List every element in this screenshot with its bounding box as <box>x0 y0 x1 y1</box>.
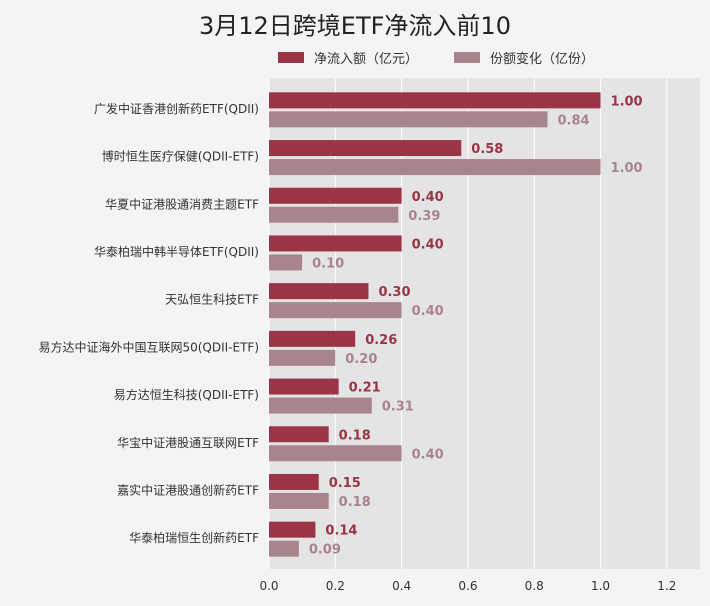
bar-net-inflow <box>269 140 462 157</box>
value-labels: 1.000.840.581.000.400.390.400.100.300.40… <box>309 94 643 557</box>
value-label-share-change: 0.10 <box>312 256 344 271</box>
x-tick-label: 1.2 <box>657 579 676 593</box>
bar-net-inflow <box>269 92 601 109</box>
value-label-net-inflow: 0.15 <box>329 476 361 491</box>
value-label-share-change: 0.20 <box>345 352 377 367</box>
bar-net-inflow <box>269 378 339 395</box>
bar-net-inflow <box>269 283 369 300</box>
bar-share-change <box>269 540 299 557</box>
category-label: 易方达恒生科技(QDII-ETF) <box>114 387 259 402</box>
value-label-share-change: 0.09 <box>309 543 341 558</box>
value-label-net-inflow: 0.18 <box>339 428 371 443</box>
category-label: 华夏中证港股通消费主题ETF <box>105 196 259 211</box>
value-label-net-inflow: 1.00 <box>611 94 643 109</box>
value-label-share-change: 0.39 <box>408 209 440 224</box>
bar-net-inflow <box>269 473 319 490</box>
value-label-share-change: 0.40 <box>412 304 444 319</box>
x-tick-label: 0.8 <box>525 579 544 593</box>
legend-item-share-change: 份额变化（亿份） <box>454 48 594 67</box>
bar-net-inflow <box>269 426 329 443</box>
chart-title: 3月12日跨境ETF净流入前10 <box>199 12 511 40</box>
value-label-net-inflow: 0.26 <box>365 333 397 348</box>
bar-share-change <box>269 111 548 128</box>
bars <box>269 92 601 557</box>
bar-net-inflow <box>269 235 402 252</box>
category-label: 天弘恒生科技ETF <box>165 293 259 307</box>
bar-share-change <box>269 445 402 462</box>
category-label: 易方达中证海外中国互联网50(QDII-ETF) <box>38 339 259 354</box>
legend-swatch-share-change <box>454 51 481 63</box>
bar-net-inflow <box>269 187 402 204</box>
bar-share-change <box>269 349 336 366</box>
value-label-net-inflow: 0.40 <box>412 190 444 205</box>
bar-share-change <box>269 492 329 509</box>
legend-swatch-net-inflow <box>278 51 304 63</box>
x-tick-label: 0.6 <box>458 579 477 593</box>
bar-share-change <box>269 159 601 176</box>
value-label-share-change: 0.18 <box>339 495 371 510</box>
value-label-net-inflow: 0.58 <box>471 142 503 157</box>
x-tick-label: 0.4 <box>392 579 411 593</box>
category-label: 嘉实中证港股通创新药ETF <box>117 482 259 497</box>
legend: 净流入额（亿元） 份额变化（亿份） <box>278 47 630 67</box>
category-label: 广发中证香港创新药ETF(QDII) <box>94 101 259 116</box>
legend-label-net-inflow: 净流入额（亿元） <box>314 51 419 67</box>
value-label-share-change: 0.31 <box>382 400 414 415</box>
value-label-net-inflow: 0.14 <box>325 524 357 539</box>
bar-net-inflow <box>269 521 316 538</box>
x-tick-label: 1.0 <box>591 579 610 593</box>
category-label: 博时恒生医疗保健(QDII-ETF) <box>102 149 259 164</box>
value-label-share-change: 0.84 <box>557 113 589 128</box>
legend-label-share-change: 份额变化（亿份） <box>490 51 595 67</box>
category-label: 华泰柏瑞中韩半导体ETF(QDII) <box>94 244 259 259</box>
bar-share-change <box>269 206 399 223</box>
bar-share-change <box>269 397 372 414</box>
bar-net-inflow <box>269 330 356 347</box>
value-label-net-inflow: 0.30 <box>378 285 410 300</box>
x-tick-label: 0.0 <box>259 579 278 593</box>
legend-item-net-inflow: 净流入额（亿元） <box>278 48 418 67</box>
x-axis-ticks: 0.0 0.2 0.4 0.6 0.8 1.0 1.2 <box>259 579 676 593</box>
value-label-share-change: 0.40 <box>412 447 444 462</box>
category-label: 华泰柏瑞恒生创新药ETF <box>129 530 259 545</box>
category-label: 华宝中证港股通互联网ETF <box>117 435 259 450</box>
value-label-net-inflow: 0.40 <box>412 237 444 252</box>
category-labels: 广发中证香港创新药ETF(QDII) 博时恒生医疗保健(QDII-ETF) 华夏中证… <box>38 101 259 545</box>
bar-share-change <box>269 254 303 271</box>
value-label-share-change: 1.00 <box>611 161 643 176</box>
value-label-net-inflow: 0.21 <box>349 381 381 396</box>
bar-share-change <box>269 302 402 319</box>
x-tick-label: 0.2 <box>326 579 345 593</box>
